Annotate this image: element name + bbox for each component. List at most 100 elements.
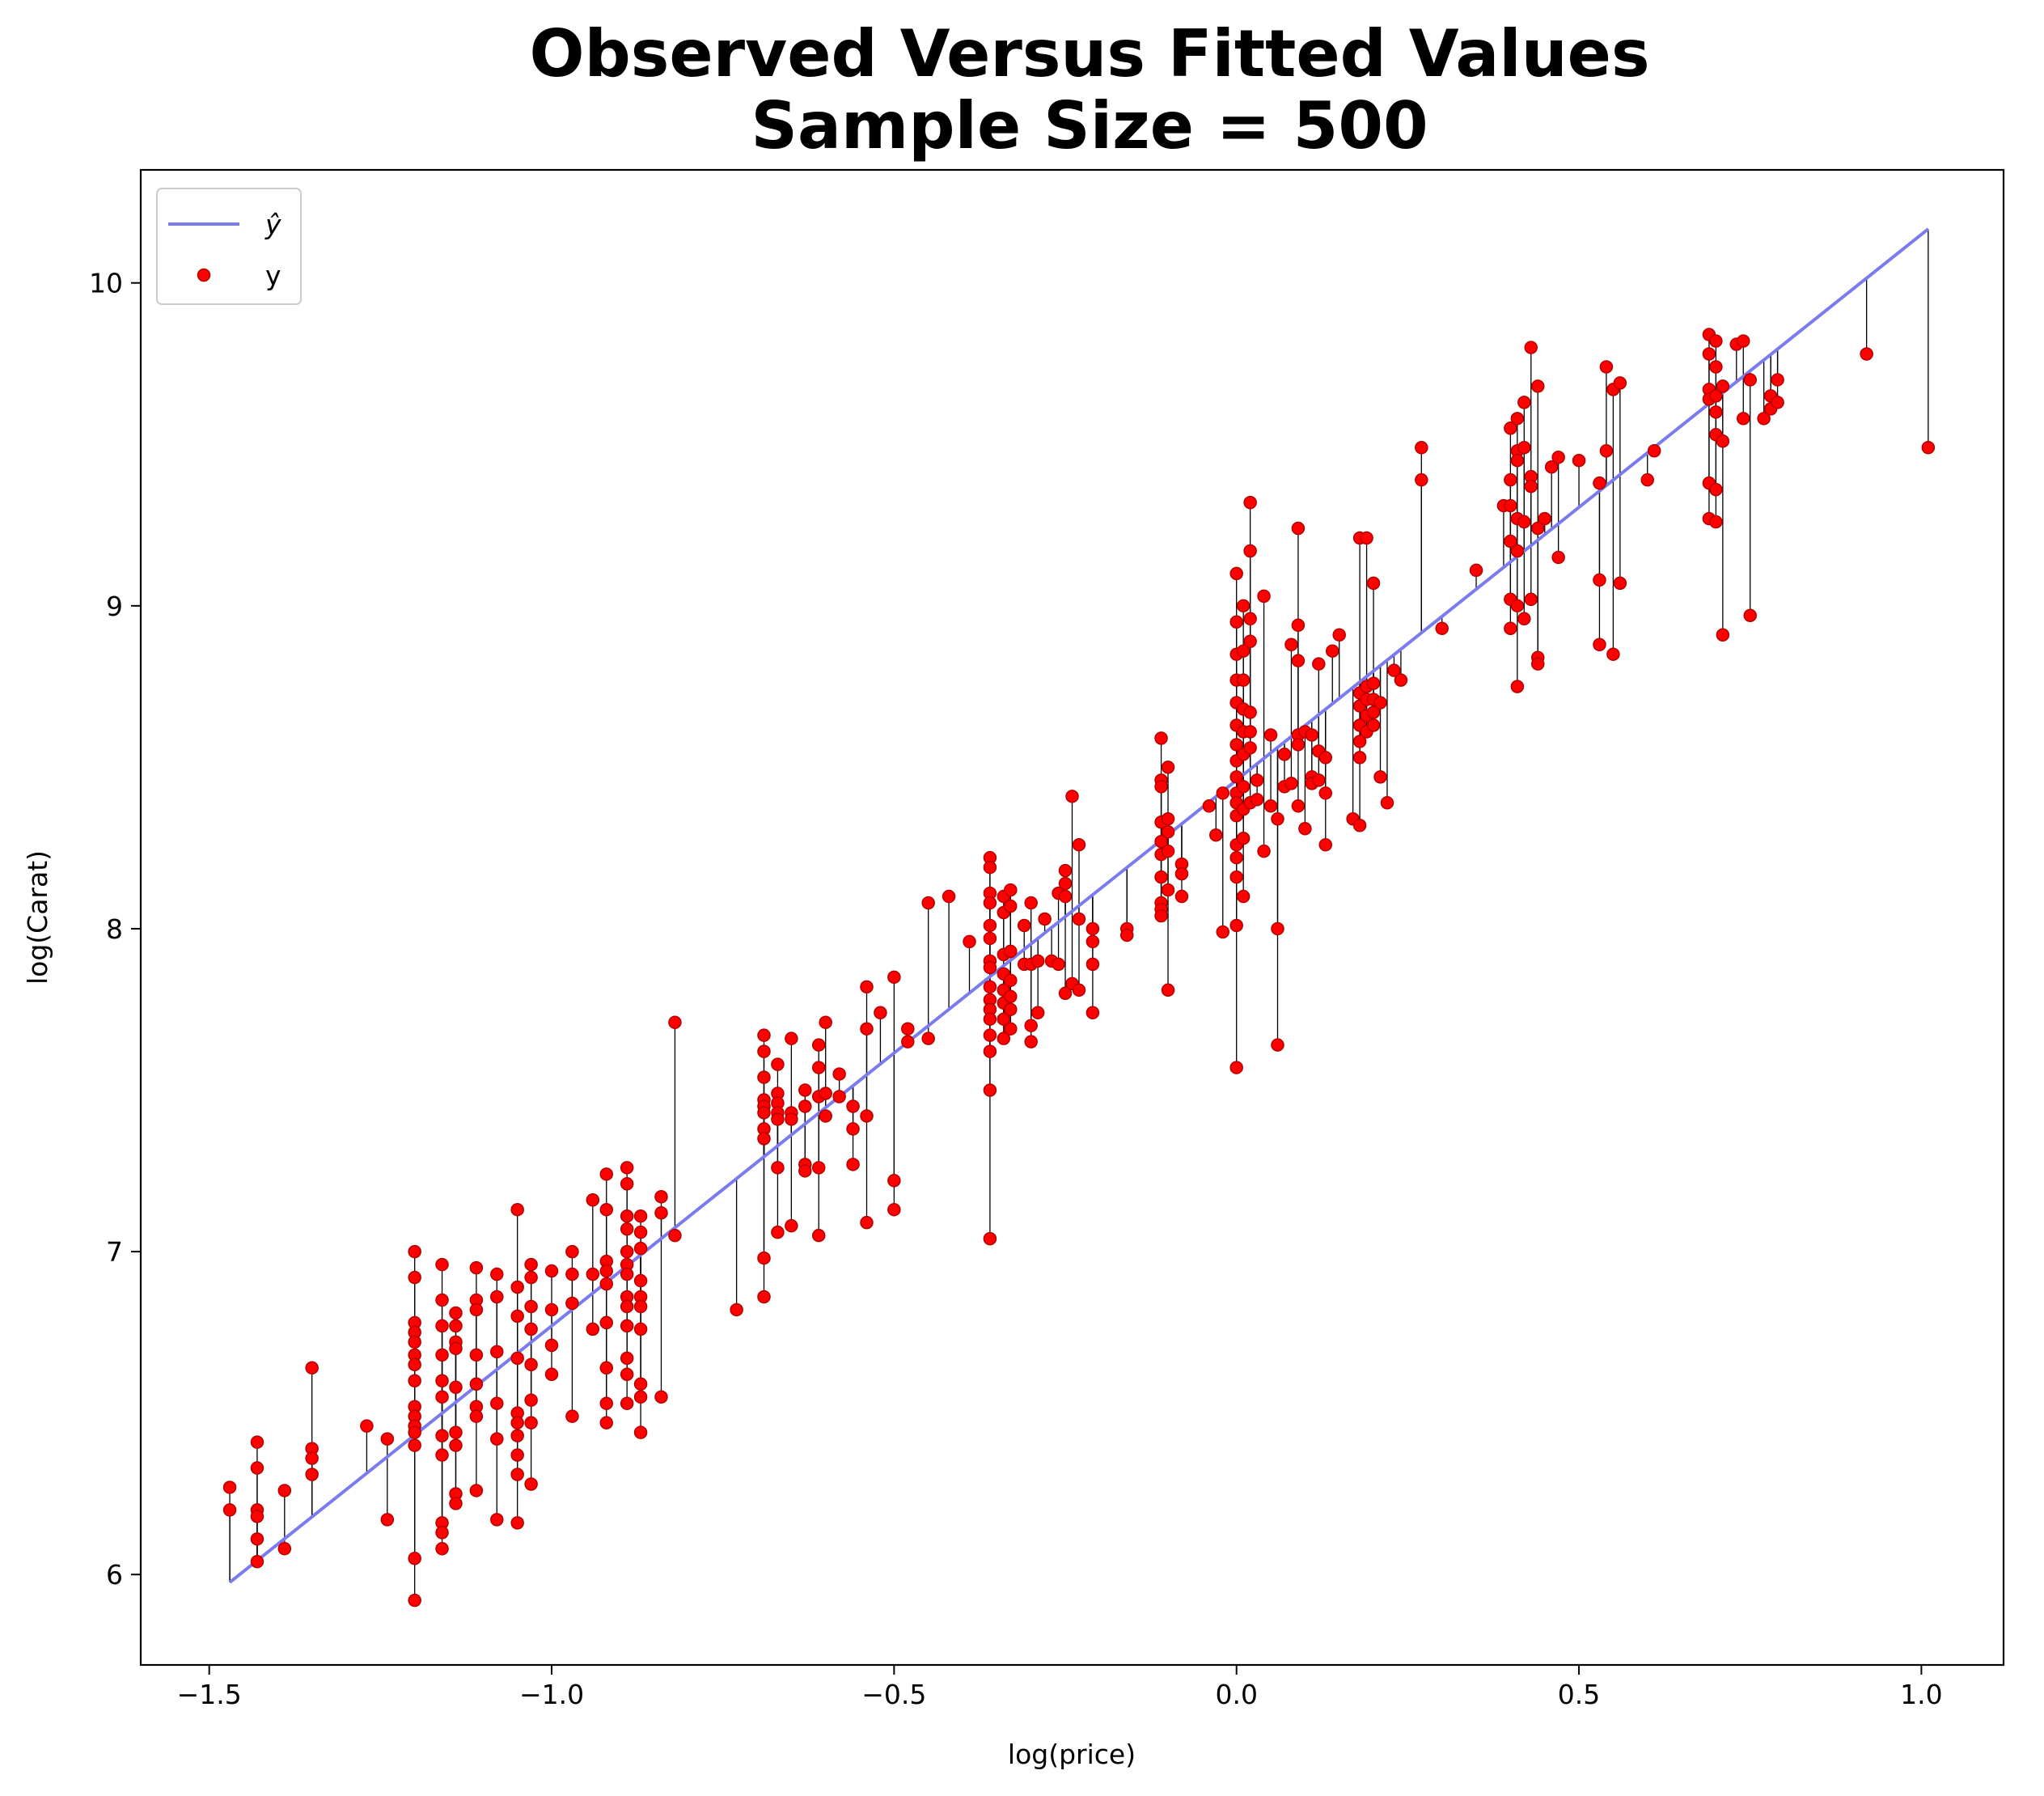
data-point [1085, 921, 1100, 936]
data-point [408, 1335, 421, 1349]
data-point [620, 1396, 634, 1410]
data-point [1271, 812, 1284, 826]
data-point [408, 1374, 421, 1388]
data-point [785, 1218, 798, 1233]
data-point [860, 1022, 874, 1036]
data-point [798, 1164, 812, 1178]
data-point [1291, 654, 1306, 667]
x-axis-label: log(price) [1008, 1739, 1136, 1770]
data-point [250, 1435, 264, 1449]
data-point [1366, 676, 1381, 690]
data-point [620, 1319, 634, 1333]
data-point [1737, 334, 1750, 348]
data-point [1229, 615, 1243, 629]
x-axis-ticks: −1.5 −1.0 −0.5 0.0 0.5 1.0 [177, 1665, 1943, 1710]
data-point [1243, 612, 1257, 626]
data-point [524, 1299, 538, 1314]
data-point [785, 1112, 798, 1126]
data-point [887, 1174, 901, 1188]
data-point [544, 1367, 559, 1382]
y-axis-ticks: 6 7 8 9 10 [89, 268, 141, 1591]
data-point [846, 1158, 860, 1171]
data-point [654, 1205, 668, 1220]
data-point [1065, 790, 1079, 803]
data-point [1510, 599, 1525, 613]
data-point [1250, 793, 1264, 807]
data-point [469, 1260, 484, 1275]
data-point [1236, 644, 1251, 658]
data-point [1504, 621, 1517, 636]
data-point [1318, 786, 1333, 800]
data-point [510, 1202, 524, 1217]
data-point [668, 1015, 682, 1029]
data-point [469, 1303, 484, 1317]
data-point [1229, 850, 1243, 865]
data-point [757, 1070, 771, 1084]
data-point [1284, 777, 1298, 790]
data-point [1085, 957, 1100, 972]
data-point [1202, 799, 1217, 813]
data-point [1709, 334, 1723, 348]
data-point [963, 934, 976, 949]
data-point [730, 1303, 743, 1317]
data-point [798, 1099, 812, 1113]
data-point [435, 1526, 449, 1540]
data-point [565, 1244, 579, 1259]
data-point [277, 1484, 292, 1497]
data-point [380, 1513, 395, 1527]
data-point [1271, 1038, 1284, 1052]
data-point [757, 1132, 771, 1146]
data-point [633, 1273, 648, 1288]
data-point [901, 1022, 915, 1036]
data-point [1524, 479, 1538, 493]
data-point [1236, 673, 1251, 687]
data-point [1373, 770, 1387, 784]
data-point [1229, 1061, 1243, 1074]
data-point [305, 1451, 319, 1465]
data-point [1243, 634, 1257, 648]
data-point [983, 1044, 997, 1058]
data-point [1640, 472, 1654, 487]
data-point [1538, 511, 1551, 526]
data-point [469, 1484, 484, 1497]
data-point [1024, 1035, 1038, 1048]
data-point [860, 1109, 874, 1123]
data-point [1085, 934, 1100, 949]
data-point [1332, 628, 1346, 642]
data-point [565, 1296, 579, 1311]
data-point [620, 1222, 634, 1236]
data-point [1593, 637, 1606, 651]
data-point [1229, 566, 1243, 581]
data-point [222, 1480, 237, 1494]
data-point [408, 1270, 421, 1285]
data-point [1291, 618, 1306, 633]
data-point [757, 1028, 771, 1042]
data-point [1236, 780, 1251, 794]
data-point [1415, 441, 1428, 455]
data-point [1572, 453, 1586, 468]
data-point [1154, 834, 1168, 849]
data-point [599, 1202, 613, 1217]
data-point [1709, 482, 1723, 497]
data-point [819, 1086, 832, 1100]
data-point [1860, 347, 1873, 361]
data-point [1531, 379, 1545, 393]
data-point [1161, 760, 1175, 774]
data-point [1394, 673, 1408, 687]
data-point [1004, 973, 1018, 988]
data-point [1017, 918, 1031, 933]
data-point [586, 1267, 600, 1281]
data-point [1469, 563, 1483, 578]
data-point [1510, 544, 1525, 558]
data-point [633, 1322, 648, 1336]
data-point [435, 1319, 449, 1333]
data-point [1216, 925, 1230, 939]
x-tick-label: 0.5 [1558, 1679, 1600, 1710]
data-point [785, 1031, 798, 1045]
data-point [1072, 983, 1086, 998]
data-point [1352, 818, 1367, 832]
data-point [510, 1448, 524, 1462]
data-point [1517, 396, 1531, 409]
